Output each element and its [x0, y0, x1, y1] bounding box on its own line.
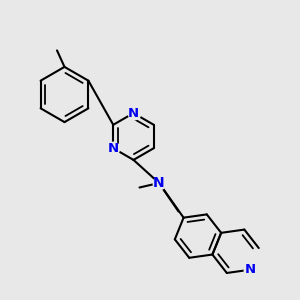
Text: N: N	[153, 176, 165, 190]
Text: N: N	[128, 106, 139, 120]
Text: N: N	[108, 142, 119, 155]
Text: N: N	[244, 263, 256, 276]
